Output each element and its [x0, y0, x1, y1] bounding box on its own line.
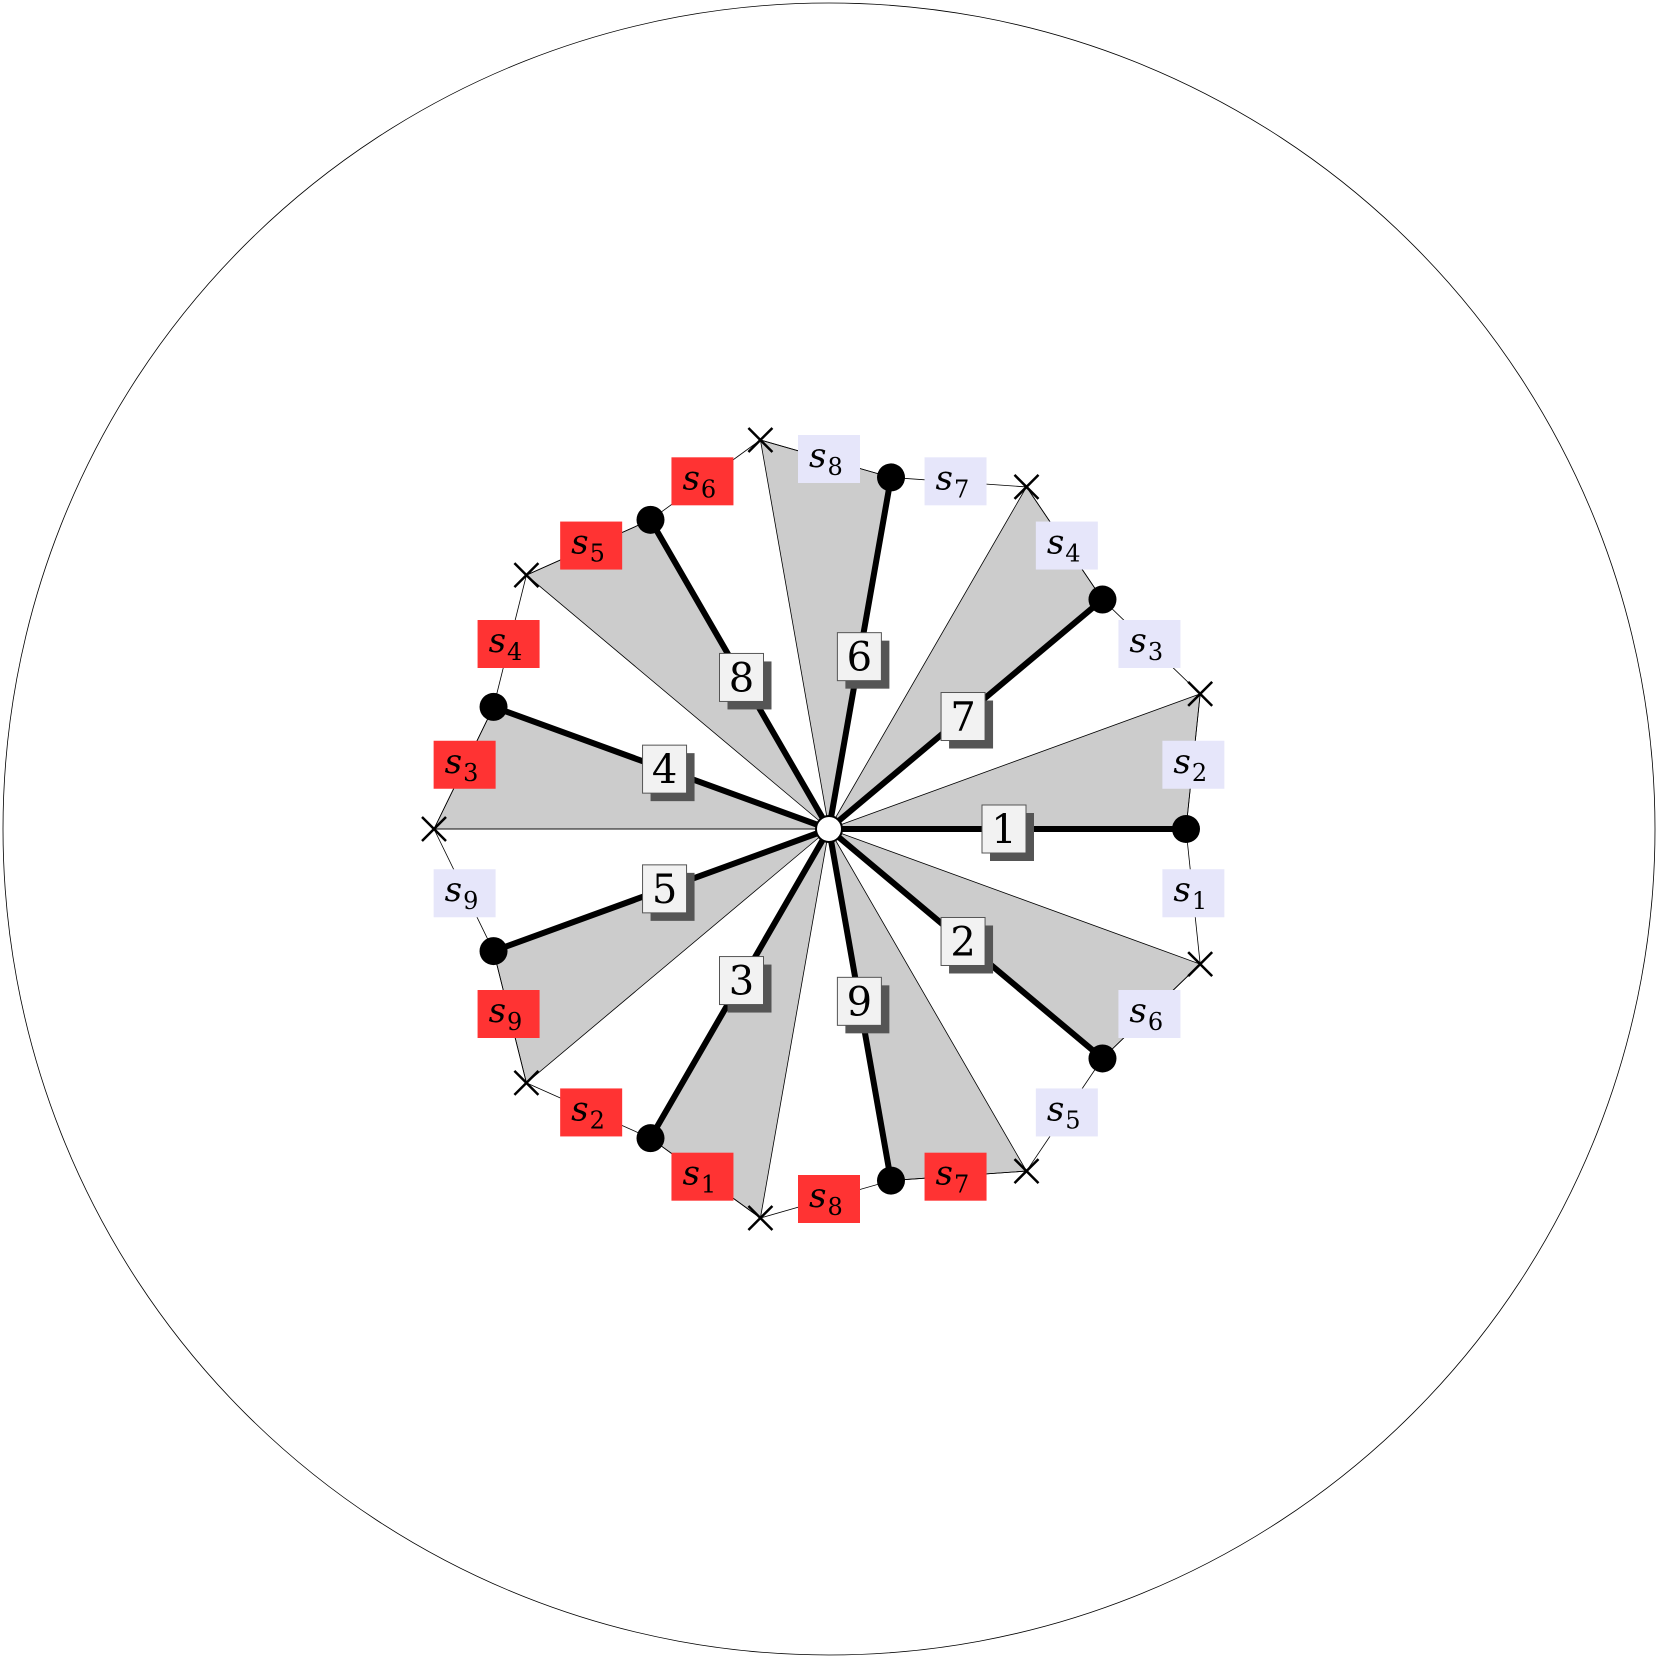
segment-label-blue-2: s2	[1162, 740, 1225, 789]
segment-label-red-8: s8	[798, 1175, 860, 1223]
spoke-box-1: 1	[981, 804, 1034, 861]
cross-marker	[1013, 1158, 1040, 1184]
segment-label-blue-4: s4	[1035, 521, 1098, 570]
endpoint-dot-9	[876, 1166, 905, 1195]
segment-label-red-4: s4	[477, 620, 540, 668]
cross-marker	[1187, 951, 1214, 977]
spoke-number: 7	[950, 695, 975, 741]
segment-label-blue-3: s3	[1118, 620, 1181, 668]
segment-label-text: s6	[1129, 991, 1163, 1036]
hub-node	[815, 815, 843, 843]
endpoint-dot-6	[876, 463, 905, 492]
segment-label-blue-8: s8	[798, 435, 860, 483]
segment-label-blue-6: s6	[1118, 990, 1181, 1038]
endpoint-dot-8	[636, 505, 665, 534]
cross-marker	[1187, 681, 1214, 707]
segment-label-blue-1: s1	[1162, 869, 1225, 918]
segment-label-blue-9: s9	[433, 869, 496, 918]
segment-label-blue-7: s7	[924, 457, 987, 506]
spoke-box-3: 3	[719, 956, 772, 1013]
cross-marker	[513, 1070, 540, 1096]
spoke-number: 4	[652, 747, 677, 793]
segment-label-text: s2	[1173, 742, 1207, 787]
cross-marker	[513, 562, 540, 588]
spoke-number: 2	[950, 919, 975, 965]
spoke-box-7: 7	[940, 692, 994, 749]
segment-label-red-3: s3	[433, 740, 496, 789]
spoke-number: 9	[847, 979, 872, 1025]
spoke-number: 6	[847, 635, 872, 681]
cross-markers	[421, 427, 1214, 1231]
segment-labels: s1 s2 s3 s4 s7 s8 s6 s5 s4 s3 s9 s9 s2 s1 s8 s7 s5 s6	[433, 435, 1225, 1223]
segment-label-red-2: s2	[560, 1088, 623, 1137]
spoke-number: 5	[652, 867, 677, 913]
spoke-number: 8	[729, 655, 754, 701]
cross-marker	[747, 427, 774, 453]
spoke-box-4: 4	[642, 744, 695, 802]
endpoint-dot-4	[479, 692, 508, 721]
segment-label-text: s4	[489, 621, 523, 666]
cross-marker	[421, 816, 447, 842]
segment-label-blue-5: s5	[1035, 1088, 1098, 1137]
segment-label-red-5: s5	[560, 521, 623, 570]
spoke-number: 1	[991, 807, 1016, 853]
spoke-number: 3	[729, 959, 754, 1005]
segment-label-red-6: s6	[671, 457, 734, 506]
endpoint-dots	[479, 463, 1200, 1195]
spoke-number-boxes: 1 2 3 4 5 6 7 8 9	[642, 632, 1034, 1034]
endpoint-dot-7	[1088, 585, 1117, 614]
cross-marker	[747, 1205, 774, 1231]
segment-label-red-1: s1	[671, 1152, 734, 1201]
endpoint-dot-1	[1172, 815, 1200, 843]
segment-label-red-7: s7	[924, 1152, 987, 1201]
cross-marker	[1013, 474, 1040, 500]
endpoint-dot-5	[479, 937, 508, 966]
segment-label-red-9: s9	[477, 990, 540, 1038]
spoke-box-6: 6	[836, 632, 890, 689]
spoke-box-9: 9	[836, 976, 890, 1034]
segment-label-text: s9	[445, 870, 479, 915]
spoke-box-2: 2	[940, 916, 994, 974]
segment-label-text: s8	[809, 436, 843, 481]
segment-label-text: s5	[571, 523, 605, 568]
endpoint-dot-2	[1088, 1044, 1117, 1073]
spoke-box-8: 8	[719, 652, 772, 710]
endpoint-dot-3	[636, 1124, 665, 1153]
spoke-box-5: 5	[642, 864, 695, 921]
